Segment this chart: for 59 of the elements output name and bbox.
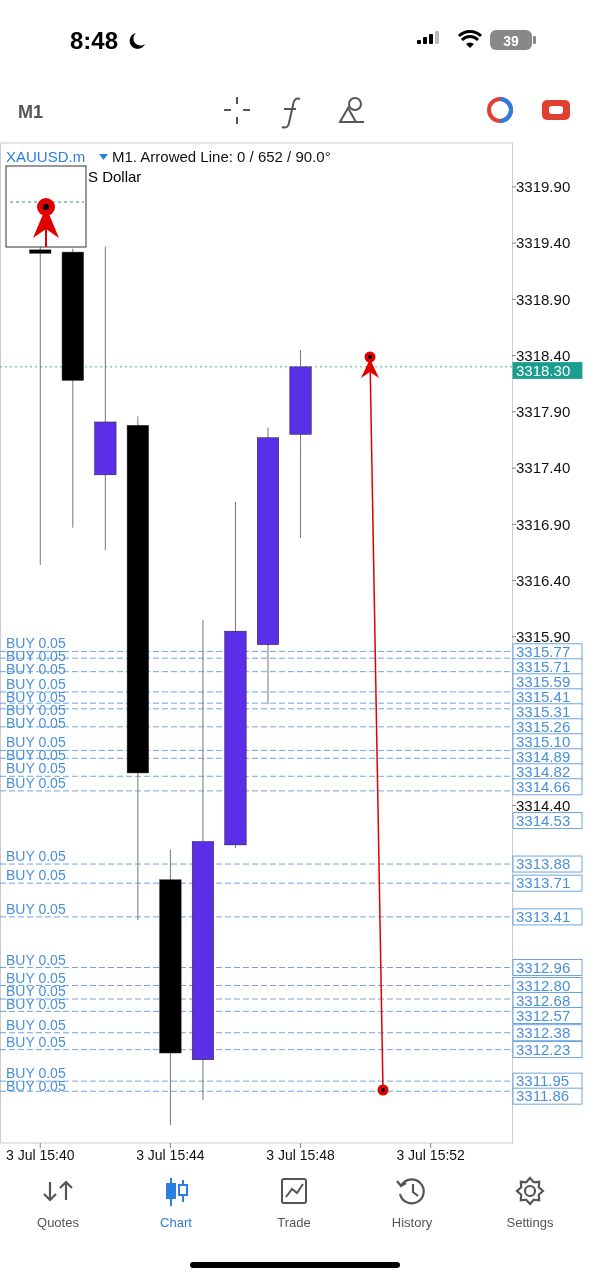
text: 3313.71 xyxy=(516,874,571,892)
text: 3315.26 xyxy=(516,718,571,736)
ref-line-label: BUY 0.05 xyxy=(6,760,66,777)
text: 3314.82 xyxy=(516,763,571,781)
text: 3318.30 xyxy=(516,361,571,379)
text: 3312.38 xyxy=(516,1024,571,1042)
text: M1 xyxy=(18,102,44,122)
text: 3312.68 xyxy=(516,991,571,1009)
text: 3314.53 xyxy=(516,811,571,829)
text: 8:48 xyxy=(70,27,119,54)
text: Trade xyxy=(277,1215,311,1230)
text: History xyxy=(391,1215,433,1230)
y-tick-label: 3319.90 xyxy=(516,178,571,196)
annotation: S Dollar xyxy=(88,168,142,185)
y-tick-label: 3315.90 xyxy=(516,628,571,646)
text: 3315.41 xyxy=(516,688,571,706)
text: 3314.89 xyxy=(516,748,571,766)
y-tick-label: 3316.40 xyxy=(516,571,571,589)
text: 3312.96 xyxy=(516,958,571,976)
y-tick-label: 3314.40 xyxy=(516,796,571,814)
text: 39 xyxy=(503,33,519,49)
ref-line-label: BUY 0.05 xyxy=(6,900,66,917)
y-tick-label: 3319.40 xyxy=(516,234,571,252)
chart-subtitle: M1. Arrowed Line: 0 / 652 / 90.0° xyxy=(112,148,331,165)
text: 3315.71 xyxy=(516,658,571,676)
text: 3312.57 xyxy=(516,1006,571,1024)
text: Chart xyxy=(160,1215,193,1230)
ref-line-label: BUY 0.05 xyxy=(6,969,66,986)
text: 3315.31 xyxy=(516,703,571,721)
candlestick xyxy=(29,245,52,566)
text: 3312.80 xyxy=(516,976,571,994)
text: Quotes xyxy=(37,1215,80,1230)
ref-line-label: BUY 0.05 xyxy=(6,867,66,884)
x-tick-label: 3 Jul 15:40 xyxy=(6,1147,75,1163)
text: 3315.59 xyxy=(516,673,571,691)
text: 3315.77 xyxy=(516,643,571,661)
y-tick-label: 3317.90 xyxy=(516,403,571,421)
text: 3311.86 xyxy=(516,1087,570,1105)
ref-line-label: BUY 0.05 xyxy=(6,1016,66,1033)
ref-line-label: BUY 0.05 xyxy=(6,1033,66,1050)
text: 3313.41 xyxy=(516,908,571,926)
x-tick-label: 3 Jul 15:52 xyxy=(396,1147,466,1163)
y-tick-label: 3316.90 xyxy=(516,515,571,533)
ref-line-label: BUY 0.05 xyxy=(6,774,66,791)
text: 3315.10 xyxy=(516,733,571,751)
y-tick-label: 3317.40 xyxy=(516,459,571,477)
text: 3314.66 xyxy=(516,778,571,796)
ref-line-label: BUY 0.05 xyxy=(6,951,66,968)
x-tick-label: 3 Jul 15:44 xyxy=(136,1147,205,1163)
text: Settings xyxy=(506,1215,554,1230)
y-tick-label: 3318.40 xyxy=(516,346,571,364)
text: 3313.88 xyxy=(516,855,571,873)
y-tick-label: 3318.90 xyxy=(516,290,571,308)
ref-line-label: BUY 0.05 xyxy=(6,734,66,751)
chart-title: XAUUSD.m xyxy=(6,148,86,165)
text: 3312.23 xyxy=(516,1040,571,1058)
text: 3311.95 xyxy=(516,1072,570,1090)
x-tick-label: 3 Jul 15:48 xyxy=(266,1147,335,1163)
ref-line-label: BUY 0.05 xyxy=(6,848,66,865)
